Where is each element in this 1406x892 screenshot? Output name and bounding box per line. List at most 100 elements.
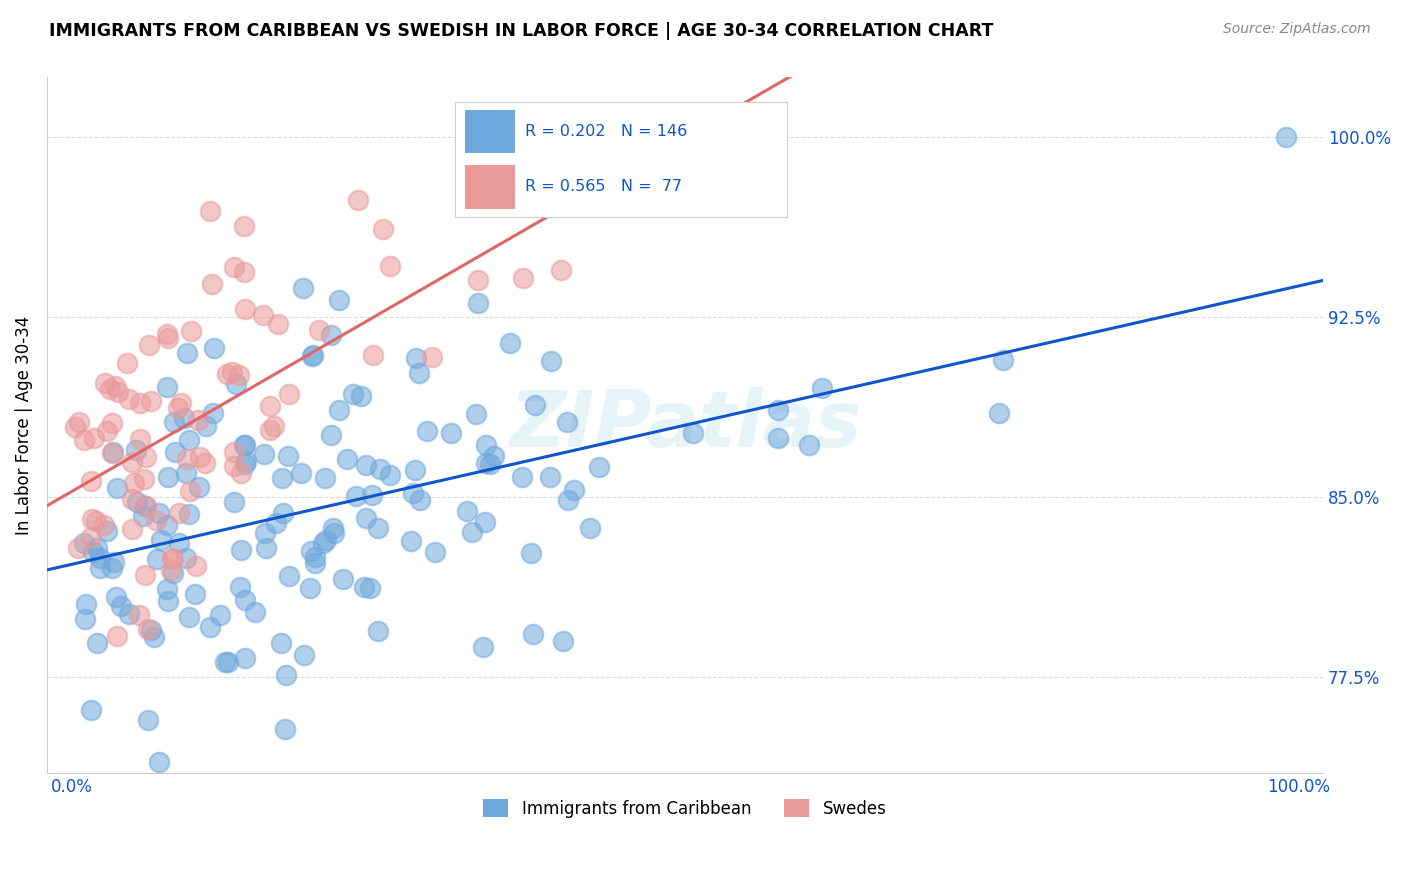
Point	[322, 520, 344, 534]
Point	[229, 542, 252, 557]
Point	[233, 650, 256, 665]
Point	[270, 471, 292, 485]
Point	[228, 368, 250, 383]
Point	[156, 582, 179, 597]
Point	[202, 341, 225, 355]
Point	[156, 331, 179, 345]
Point	[270, 635, 292, 649]
Point	[302, 349, 325, 363]
Point	[550, 262, 572, 277]
Point	[361, 348, 384, 362]
Point	[155, 517, 177, 532]
Point	[104, 379, 127, 393]
Point	[274, 722, 297, 736]
Point	[408, 366, 430, 380]
Point	[93, 518, 115, 533]
Point	[229, 580, 252, 594]
Point	[202, 406, 225, 420]
Point	[86, 636, 108, 650]
Point	[416, 425, 439, 439]
Point	[367, 624, 389, 638]
Point	[217, 655, 239, 669]
Point	[579, 521, 602, 535]
Point	[520, 546, 543, 560]
Point	[173, 410, 195, 425]
Point	[522, 627, 544, 641]
Point	[134, 472, 156, 486]
Point	[562, 483, 585, 497]
Point	[121, 522, 143, 536]
Point	[371, 222, 394, 236]
Point	[101, 561, 124, 575]
Point	[66, 541, 89, 555]
Point	[233, 592, 256, 607]
Point	[73, 434, 96, 448]
Point	[103, 555, 125, 569]
Point	[229, 466, 252, 480]
Point	[148, 506, 170, 520]
Point	[101, 444, 124, 458]
Point	[360, 488, 382, 502]
Point	[134, 568, 156, 582]
Point	[98, 382, 121, 396]
Point	[179, 433, 201, 447]
Point	[156, 470, 179, 484]
Point	[163, 445, 186, 459]
Point	[180, 325, 202, 339]
Point	[96, 524, 118, 538]
Point	[336, 451, 359, 466]
Point	[200, 620, 222, 634]
Point	[439, 425, 461, 440]
Point	[139, 623, 162, 637]
Point	[347, 193, 370, 207]
Point	[157, 594, 180, 608]
Point	[134, 500, 156, 514]
Point	[94, 376, 117, 390]
Point	[423, 545, 446, 559]
Point	[222, 495, 245, 509]
Point	[523, 398, 546, 412]
Point	[135, 450, 157, 464]
Point	[299, 544, 322, 558]
Point	[304, 556, 326, 570]
Point	[127, 495, 149, 509]
Y-axis label: In Labor Force | Age 30-34: In Labor Force | Age 30-34	[15, 316, 32, 535]
Point	[378, 260, 401, 274]
Point	[201, 277, 224, 291]
Point	[254, 526, 277, 541]
Point	[129, 395, 152, 409]
Point	[276, 668, 298, 682]
Point	[332, 572, 354, 586]
Point	[122, 475, 145, 490]
Point	[135, 499, 157, 513]
Point	[478, 457, 501, 471]
Point	[163, 415, 186, 429]
Point	[162, 566, 184, 581]
Point	[540, 353, 562, 368]
Point	[354, 458, 377, 472]
Point	[290, 466, 312, 480]
Point	[73, 535, 96, 549]
Point	[464, 407, 486, 421]
Point	[159, 563, 181, 577]
Point	[86, 541, 108, 555]
Point	[115, 356, 138, 370]
Point	[456, 504, 478, 518]
Point	[409, 493, 432, 508]
Point	[254, 541, 277, 556]
Point	[304, 549, 326, 564]
Point	[118, 607, 141, 621]
Point	[264, 516, 287, 530]
Point	[177, 507, 200, 521]
Point	[512, 271, 534, 285]
Point	[169, 396, 191, 410]
Point	[292, 281, 315, 295]
Point	[83, 431, 105, 445]
Point	[359, 581, 381, 595]
Point	[200, 204, 222, 219]
Point	[766, 431, 789, 445]
Point	[162, 552, 184, 566]
Point	[588, 460, 610, 475]
Point	[138, 622, 160, 636]
Point	[482, 450, 505, 464]
